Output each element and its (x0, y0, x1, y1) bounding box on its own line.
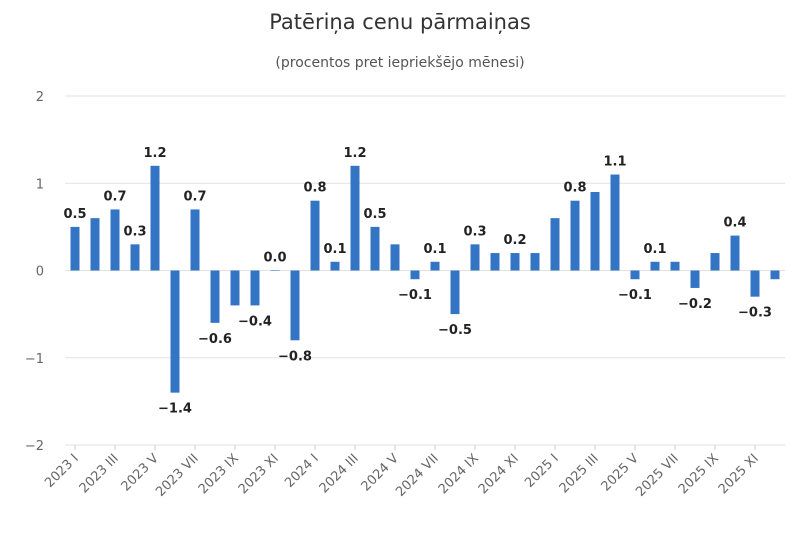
x-tick-label: 2025 III (557, 451, 602, 496)
bar (510, 253, 520, 271)
x-tick-label: 2024 III (317, 451, 362, 496)
bar (770, 270, 780, 280)
data-label: 0.8 (563, 181, 586, 196)
x-tick-label: 2025 I (522, 451, 562, 491)
x-tick-label: 2024 I (282, 451, 322, 491)
x-tick-label: 2023 IX (196, 451, 242, 497)
data-label: 0.1 (643, 242, 666, 257)
bar (170, 270, 180, 393)
bar (750, 270, 760, 297)
data-label: 1.2 (343, 146, 366, 161)
bar (190, 209, 200, 271)
x-tick-label: 2025 XI (716, 451, 762, 497)
x-tick-label: 2025 VII (633, 451, 682, 500)
data-label: 1.1 (603, 155, 626, 170)
data-label: 0.4 (723, 216, 746, 231)
data-label: 0.7 (183, 189, 206, 204)
bar (210, 270, 220, 323)
data-label: 0.1 (423, 242, 446, 257)
data-label: −0.6 (198, 332, 232, 347)
bar (690, 270, 700, 288)
y-tick-label: −2 (25, 439, 44, 454)
bar (90, 218, 100, 271)
bar (550, 218, 560, 271)
bar (470, 244, 480, 271)
bar (230, 270, 240, 306)
chart-subtitle: (procentos pret iepriekšējo mēnesi) (275, 55, 525, 71)
x-tick-label: 2023 I (42, 451, 82, 491)
bar (110, 209, 120, 271)
x-tick-label: 2024 VII (393, 451, 442, 500)
data-label: 0.5 (63, 207, 86, 222)
data-label: 0.7 (103, 189, 126, 204)
x-tick-label: 2024 XI (476, 451, 522, 497)
bar (430, 261, 440, 271)
data-label: −0.1 (398, 288, 432, 303)
data-label: 0.0 (263, 251, 286, 266)
x-tick-label: 2024 IX (436, 451, 482, 497)
data-label: 0.2 (503, 233, 526, 248)
data-label: 0.3 (123, 224, 146, 239)
x-tick-label: 2023 III (77, 451, 122, 496)
data-label: −0.4 (238, 314, 272, 329)
bar (450, 270, 460, 315)
x-tick-label: 2025 IX (676, 451, 722, 497)
bar (410, 270, 420, 280)
bar (630, 270, 640, 280)
bar (250, 270, 260, 306)
y-tick-label: 2 (36, 90, 44, 105)
bar (610, 174, 620, 271)
y-tick-label: −1 (25, 352, 44, 367)
bar (650, 261, 660, 271)
bar (370, 226, 380, 271)
data-label: 0.5 (363, 207, 386, 222)
bar (570, 200, 580, 271)
data-label: 0.1 (323, 242, 346, 257)
bar (350, 165, 360, 271)
y-tick-label: 0 (36, 265, 44, 280)
bar (730, 235, 740, 271)
data-label: 1.2 (143, 146, 166, 161)
bar (270, 270, 280, 271)
data-label: 0.3 (463, 224, 486, 239)
bar (710, 253, 720, 271)
data-label: 0.8 (303, 181, 326, 196)
x-tick-label: 2023 VII (153, 451, 202, 500)
x-tick-label: 2023 XI (236, 451, 282, 497)
bar (150, 165, 160, 271)
data-label: −0.2 (678, 297, 712, 312)
bar (330, 261, 340, 271)
bar (70, 226, 80, 271)
data-label: −1.4 (158, 402, 192, 417)
bar (670, 261, 680, 271)
bar (290, 270, 300, 341)
y-tick-label: 1 (36, 177, 44, 192)
bar (490, 253, 500, 271)
bar (530, 253, 540, 271)
bar (390, 244, 400, 271)
bar (310, 200, 320, 271)
data-label: −0.8 (278, 349, 312, 364)
bar (130, 244, 140, 271)
data-label: −0.5 (438, 323, 472, 338)
bar (590, 191, 600, 271)
data-label: −0.1 (618, 288, 652, 303)
chart-title: Patēriņa cenu pārmaiņas (269, 10, 531, 34)
data-label: −0.3 (738, 306, 772, 321)
